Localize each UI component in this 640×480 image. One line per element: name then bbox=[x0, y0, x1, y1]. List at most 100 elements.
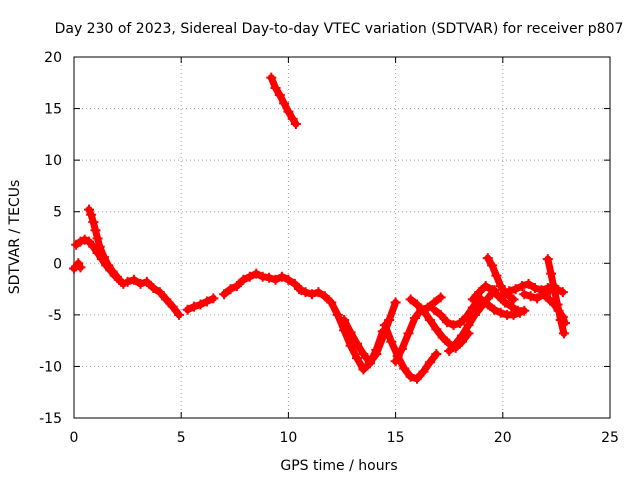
data-point bbox=[358, 364, 369, 375]
data-point bbox=[482, 299, 493, 310]
data-point bbox=[418, 305, 429, 316]
series-arc-21 bbox=[540, 291, 570, 329]
data-point bbox=[201, 296, 212, 307]
data-point bbox=[469, 309, 480, 320]
data-point bbox=[219, 289, 230, 300]
y-tick-label: -15 bbox=[39, 411, 62, 427]
data-point bbox=[208, 293, 219, 304]
data-point bbox=[487, 260, 498, 271]
data-point bbox=[266, 72, 277, 83]
data-point bbox=[238, 274, 249, 285]
data-point bbox=[435, 292, 446, 303]
data-point bbox=[352, 338, 363, 349]
data-point bbox=[431, 349, 442, 360]
y-tick-label: 5 bbox=[53, 205, 62, 221]
data-point bbox=[546, 268, 557, 279]
series-arc-4 bbox=[122, 274, 185, 320]
data-point bbox=[279, 98, 290, 109]
data-point bbox=[529, 283, 540, 294]
data-point bbox=[306, 289, 317, 300]
data-point bbox=[519, 289, 530, 300]
data-point bbox=[99, 252, 110, 263]
data-point bbox=[270, 82, 281, 93]
data-point bbox=[412, 373, 423, 384]
data-point bbox=[499, 297, 510, 308]
x-tick-label: 15 bbox=[387, 430, 405, 446]
data-point bbox=[289, 278, 300, 289]
data-point bbox=[454, 318, 465, 329]
data-point bbox=[457, 330, 468, 341]
data-point bbox=[532, 293, 543, 304]
data-point bbox=[510, 284, 521, 295]
series-arc-17 bbox=[476, 294, 525, 320]
data-point bbox=[553, 305, 564, 316]
data-point bbox=[300, 287, 311, 298]
data-point bbox=[506, 301, 517, 312]
data-point bbox=[69, 263, 79, 274]
data-point bbox=[437, 332, 448, 343]
data-point bbox=[497, 289, 508, 300]
data-point bbox=[450, 338, 461, 349]
data-point bbox=[161, 294, 172, 305]
data-point bbox=[371, 349, 382, 360]
data-point bbox=[514, 307, 525, 318]
data-point bbox=[508, 309, 519, 320]
data-point bbox=[290, 119, 301, 130]
data-point bbox=[135, 278, 146, 289]
y-tick-label: 15 bbox=[44, 102, 62, 118]
data-point bbox=[264, 272, 275, 283]
data-point bbox=[495, 307, 506, 318]
data-point bbox=[339, 315, 350, 326]
data-point bbox=[94, 241, 105, 252]
data-point bbox=[189, 301, 200, 312]
data-point bbox=[558, 328, 569, 339]
data-point bbox=[399, 363, 410, 374]
data-point bbox=[276, 271, 287, 282]
data-series bbox=[69, 72, 570, 384]
data-point bbox=[390, 356, 401, 367]
data-point bbox=[431, 324, 442, 335]
data-point bbox=[424, 357, 435, 368]
data-point bbox=[283, 106, 294, 117]
data-point bbox=[442, 317, 453, 328]
data-point bbox=[463, 320, 474, 331]
data-point bbox=[495, 280, 506, 291]
plot-frame bbox=[73, 56, 611, 419]
data-point bbox=[313, 287, 324, 298]
data-point bbox=[174, 309, 185, 320]
y-tick-label: -10 bbox=[39, 359, 62, 375]
y-axis-label: SDTVAR / TECUs bbox=[7, 180, 23, 295]
data-point bbox=[326, 297, 337, 308]
data-point bbox=[270, 274, 281, 285]
data-point bbox=[390, 297, 401, 308]
data-point bbox=[542, 254, 553, 265]
data-point bbox=[523, 278, 534, 289]
data-point bbox=[195, 299, 206, 310]
data-point bbox=[154, 287, 165, 298]
data-point bbox=[287, 113, 298, 124]
data-point bbox=[84, 236, 95, 247]
y-tick-label: -5 bbox=[48, 308, 62, 324]
data-point bbox=[384, 315, 395, 326]
data-point bbox=[491, 270, 502, 281]
series-arc-15 bbox=[467, 280, 530, 316]
x-tick-label: 10 bbox=[279, 430, 297, 446]
data-point bbox=[92, 233, 103, 244]
data-point bbox=[257, 271, 268, 282]
series-arc-3 bbox=[84, 204, 127, 287]
data-point bbox=[424, 315, 435, 326]
data-point bbox=[418, 366, 429, 377]
data-point bbox=[480, 280, 491, 291]
x-tick-label: 20 bbox=[494, 430, 512, 446]
data-point bbox=[148, 283, 159, 294]
data-point bbox=[182, 304, 193, 315]
data-point bbox=[559, 318, 570, 329]
data-point bbox=[403, 328, 414, 339]
data-point bbox=[448, 320, 459, 331]
data-point bbox=[525, 291, 536, 302]
data-point bbox=[364, 357, 375, 368]
data-point bbox=[386, 336, 397, 347]
data-point bbox=[412, 299, 423, 310]
series-arc-1 bbox=[69, 258, 86, 274]
